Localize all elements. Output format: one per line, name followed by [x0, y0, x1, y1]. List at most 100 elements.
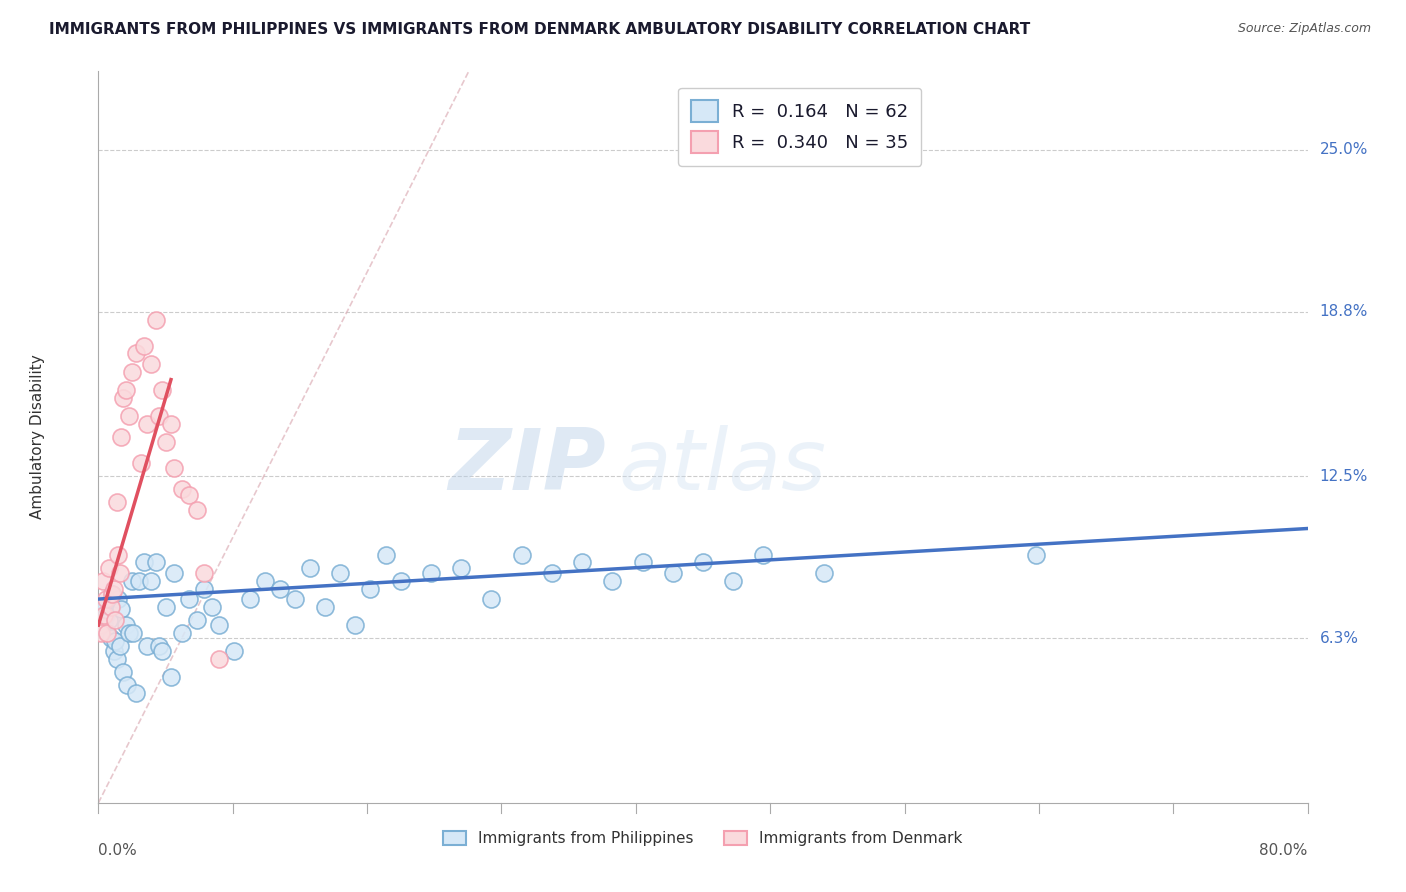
Point: [98, 613, 121, 627]
Point: [752, 548, 775, 562]
Point: [571, 556, 593, 570]
Point: [186, 503, 208, 517]
Text: IMMIGRANTS FROM PHILIPPINES VS IMMIGRANTS FROM DENMARK AMBULATORY DISABILITY COR: IMMIGRANTS FROM PHILIPPINES VS IMMIGRANT…: [49, 22, 1031, 37]
Point: [813, 566, 835, 580]
Point: [141, 357, 163, 371]
Point: [141, 574, 163, 588]
Point: [150, 383, 173, 397]
Point: [253, 574, 276, 588]
Point: [110, 430, 132, 444]
Point: [150, 644, 173, 658]
Point: [170, 483, 193, 497]
Point: [420, 566, 443, 580]
Point: [692, 556, 714, 570]
Point: [118, 626, 141, 640]
Point: [90, 626, 112, 640]
Point: [179, 487, 201, 501]
Point: [94, 592, 117, 607]
Text: Source: ZipAtlas.com: Source: ZipAtlas.com: [1237, 22, 1371, 36]
Text: 18.8%: 18.8%: [1320, 304, 1368, 319]
Point: [723, 574, 745, 588]
Point: [132, 339, 155, 353]
Point: [100, 632, 122, 646]
Point: [96, 626, 118, 640]
Point: [118, 409, 141, 424]
Point: [602, 574, 624, 588]
Text: atlas: atlas: [619, 425, 827, 508]
Point: [163, 566, 186, 580]
Point: [155, 435, 177, 450]
Point: [125, 686, 148, 700]
Point: [145, 556, 167, 570]
Point: [179, 592, 201, 607]
Point: [114, 618, 136, 632]
Point: [193, 582, 215, 596]
Point: [155, 599, 177, 614]
Point: [108, 566, 131, 580]
Point: [360, 582, 382, 596]
Point: [121, 574, 143, 588]
Point: [111, 665, 134, 680]
Point: [148, 409, 170, 424]
Text: 12.5%: 12.5%: [1320, 469, 1368, 483]
Point: [96, 626, 118, 640]
Point: [145, 312, 167, 326]
Point: [129, 456, 152, 470]
Point: [329, 566, 352, 580]
Point: [105, 652, 128, 666]
Point: [114, 383, 136, 397]
Point: [101, 587, 124, 601]
Point: [91, 574, 114, 588]
Point: [163, 461, 186, 475]
Text: 80.0%: 80.0%: [1260, 843, 1308, 858]
Point: [110, 602, 132, 616]
Point: [186, 613, 208, 627]
Point: [299, 560, 322, 574]
Point: [108, 639, 131, 653]
Point: [89, 618, 111, 632]
Point: [98, 560, 121, 574]
Point: [100, 599, 122, 614]
Text: 0.0%: 0.0%: [98, 843, 138, 858]
Point: [125, 346, 148, 360]
Point: [661, 566, 683, 580]
Point: [105, 495, 128, 509]
Point: [239, 592, 262, 607]
Point: [107, 592, 129, 607]
Point: [344, 618, 367, 632]
Point: [481, 592, 503, 607]
Point: [128, 574, 150, 588]
Point: [135, 639, 157, 653]
Point: [115, 678, 138, 692]
Point: [208, 652, 231, 666]
Point: [160, 417, 183, 431]
Point: [103, 644, 125, 658]
Point: [374, 548, 396, 562]
Point: [104, 633, 127, 648]
Point: [540, 566, 562, 580]
Point: [510, 548, 533, 562]
Point: [121, 365, 143, 379]
Point: [93, 607, 115, 622]
Point: [631, 556, 654, 570]
Point: [201, 599, 224, 614]
Text: 25.0%: 25.0%: [1320, 142, 1368, 157]
Point: [107, 548, 129, 562]
Point: [314, 599, 336, 614]
Point: [284, 592, 307, 607]
Text: 6.3%: 6.3%: [1320, 631, 1358, 646]
Point: [132, 556, 155, 570]
Text: ZIP: ZIP: [449, 425, 606, 508]
Legend: Immigrants from Philippines, Immigrants from Denmark: Immigrants from Philippines, Immigrants …: [436, 823, 970, 854]
Point: [224, 644, 246, 658]
Point: [94, 607, 117, 622]
Point: [111, 391, 134, 405]
Point: [135, 417, 157, 431]
Point: [389, 574, 412, 588]
Point: [1024, 548, 1046, 562]
Point: [91, 599, 114, 614]
Point: [193, 566, 215, 580]
Point: [269, 582, 291, 596]
Point: [104, 613, 127, 627]
Point: [93, 618, 115, 632]
